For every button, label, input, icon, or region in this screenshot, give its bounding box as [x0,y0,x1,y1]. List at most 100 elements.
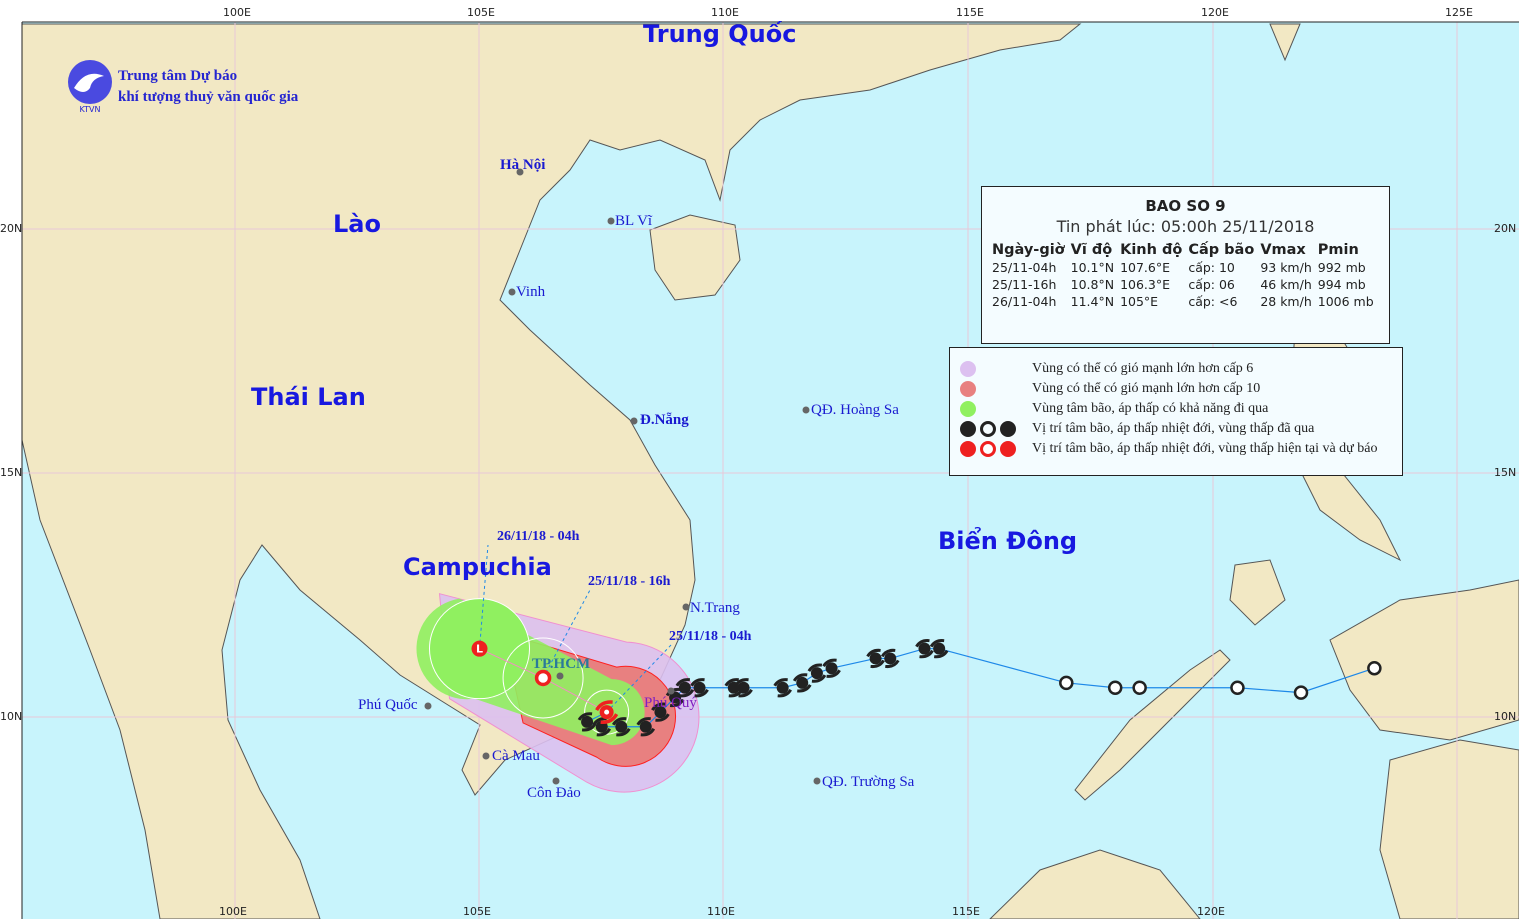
current-storm-icon-arm [595,700,619,724]
past-storm-icon-arm [880,648,900,669]
storm-title: BAO SO 9 [1145,197,1226,215]
table-header: Ngày-giờ Vĩ độ Kinh độ Cấp bão Vmax Pmin [992,242,1380,260]
svg-text:KTVN: KTVN [80,105,101,114]
legend-label: Vị trí tâm bão, áp thấp nhiệt đới, vùng … [1032,441,1378,456]
cell: 28 km/h [1260,294,1312,309]
cell: 1006 mb [1317,294,1374,309]
lat-tick: 15N [0,466,23,479]
past-storm-icon [581,715,594,728]
cell: 10.1°N [1070,260,1115,275]
legend-label: Vùng có thể có gió mạnh lớn hơn cấp 10 [1032,381,1261,396]
table-row: 25/11-04h 10.1°N 107.6°E cấp: 10 93 km/h 992 … [992,260,1380,277]
forecast-depression-icon [980,441,996,457]
forecast-low-letter: L [476,643,483,656]
past-storm-icon [884,652,897,665]
storm-forecast-layer: L [416,168,1382,793]
col-header: Pmin [1317,242,1359,258]
place-condao: Côn Đảo [527,785,581,801]
red-zone-swatch [960,381,976,397]
city-dot [682,603,690,611]
forecast-low-icon [1000,441,1016,457]
past-depression-icon [980,421,996,437]
legend-label: Vùng tâm bão, áp thấp có khả năng đi qua [1032,401,1269,416]
past-storm-icon [669,691,682,704]
past-storm-icon [960,421,976,437]
col-header: Kinh độ [1120,242,1183,258]
lon-tick: 120E [1197,905,1225,918]
lat-tick: 10N [1494,710,1517,723]
cell: 10.8°N [1070,277,1115,292]
past-storm-icon [869,652,882,665]
current-storm-icon [960,441,976,457]
lon-tick: 100E [223,6,251,19]
land-borneo [989,849,1201,919]
cell: 106.3°E [1120,277,1171,292]
place-danang: Đ.Nẵng [640,412,689,428]
col-header: Vmax [1260,242,1306,258]
green-zone-swatch [960,401,976,417]
past-storm-icon [615,720,628,733]
purple-zone-swatch [960,361,976,377]
legend-item-current: Vị trí tâm bão, áp thấp nhiệt đới, vùng … [960,439,1377,459]
lon-tick: 110E [711,6,739,19]
place-hoangsa: QĐ. Hoàng Sa [811,402,899,418]
past-storm-icon [639,720,652,733]
past-storm-icon [918,642,931,655]
city-dot [482,752,490,760]
city-dot [552,777,560,785]
city-dot [802,406,810,414]
label-east-sea: Biển Đông [938,527,1078,555]
city-dot [607,217,615,225]
cell: 26/11-04h [992,294,1057,309]
legend-item-past: Vị trí tâm bão, áp thấp nhiệt đới, vùng … [960,419,1314,439]
col-header: Vĩ độ [1070,242,1113,258]
place-vinh: Vinh [516,284,546,300]
past-storm-icon-arm [636,717,656,737]
lon-tick: 125E [1445,6,1473,19]
place-truongsa: QĐ. Trường Sa [822,774,915,790]
lat-tick: 20N [1494,222,1517,235]
city-dot [508,288,516,296]
leader-line [606,643,673,713]
lon-tick: 100E [219,905,247,918]
cell: 25/11-16h [992,277,1057,292]
past-storm-icon-arm [734,678,753,698]
past-storm-icon [796,676,809,689]
cell: 107.6°E [1120,260,1171,275]
lat-tick: 20N [0,222,23,235]
table-row: 26/11-04h 11.4°N 105°E cấp: <6 28 km/h 1006 m… [992,294,1380,311]
past-depression-icon [1293,685,1309,700]
cell: 105°E [1120,294,1159,309]
past-storm-icon [776,681,789,694]
city-dot [813,777,821,785]
cell: 11.4°N [1070,294,1115,309]
past-storm-icon [678,681,691,694]
storm-info-box: BAO SO 9 Tin phát lúc: 05:00h 25/11/2018… [981,186,1390,344]
place-phuquy: Phú Quý [644,695,697,711]
past-storm-icon [737,681,750,694]
current-storm-eye [604,709,610,715]
logo-line1: Trung tâm Dự báo [118,68,238,84]
past-depression-icon [1059,675,1074,691]
logo-line2: khí tượng thuỷ văn quốc gia [118,89,299,105]
cell: 93 km/h [1260,260,1312,275]
lon-tick: 110E [707,905,735,918]
cell: 992 mb [1317,260,1366,275]
past-storm-icon [933,642,946,655]
lon-tick: 115E [956,6,984,19]
past-storm-icon-arm [822,658,841,678]
label-cambodia: Campuchia [403,553,552,581]
land-mainland [21,23,1082,919]
cone-circle [502,637,584,719]
city-dot [556,672,564,680]
city-dot [424,702,432,710]
cell: cấp: 06 [1188,277,1235,292]
place-phuquoc: Phú Quốc [358,697,418,713]
table-row: 25/11-16h 10.8°N 106.3°E cấp: 06 46 km/h 994 … [992,277,1380,294]
past-storm-icon-arm [773,678,792,698]
place-hanoi: Hà Nội [500,157,546,173]
forecast-low-icon [471,640,488,657]
leader-line [542,589,591,679]
past-storm-icon [654,706,667,719]
past-storm-icon-arm [866,648,885,669]
